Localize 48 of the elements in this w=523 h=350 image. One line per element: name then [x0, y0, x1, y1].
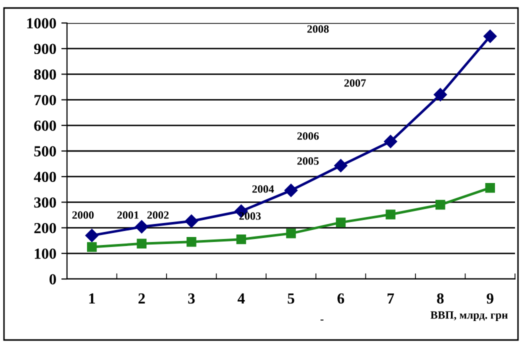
- y-tick-label: 500: [34, 146, 56, 156]
- x-axis-title: ВВП, млрд. грн: [430, 311, 508, 322]
- annotation: 2008: [307, 25, 329, 33]
- x-tick-label: 1: [89, 293, 95, 304]
- point: [87, 242, 97, 252]
- annotation: 2001: [117, 211, 139, 219]
- point: [334, 159, 348, 172]
- annotation: 2000: [72, 211, 94, 219]
- y-tick-label: 400: [34, 172, 56, 182]
- annotation: 2002: [147, 211, 169, 219]
- y-tick-label: 300: [34, 197, 56, 208]
- y-tick-label: 100: [34, 248, 56, 259]
- x-tick-label: 5: [288, 293, 294, 304]
- y-tick-label: 0: [50, 274, 56, 284]
- point: [184, 214, 198, 228]
- y-tick-label: 800: [34, 69, 56, 80]
- point: [485, 183, 495, 193]
- point: [435, 200, 446, 210]
- annotation: 2003: [239, 212, 261, 220]
- point: [85, 228, 98, 242]
- point: [186, 237, 196, 247]
- y-tick-label: 1000: [27, 18, 56, 28]
- point: [236, 234, 246, 244]
- point: [386, 210, 396, 220]
- x-tick-label: 2: [138, 293, 145, 304]
- y-tick-label: 600: [34, 120, 56, 131]
- point: [384, 134, 398, 148]
- point: [286, 228, 296, 238]
- x-tick-label: 3: [188, 293, 195, 304]
- point: [284, 184, 298, 198]
- point: [336, 218, 346, 228]
- y-tick-label: 200: [34, 222, 56, 234]
- x-tick-label: 6: [337, 293, 344, 304]
- annotation: 2006: [297, 132, 319, 140]
- text: -: [320, 320, 324, 321]
- point: [135, 220, 148, 234]
- point: [136, 238, 147, 249]
- x-tick-label: 9: [486, 293, 494, 304]
- annotation: 2005: [297, 157, 319, 165]
- y-tick-label: 700: [34, 94, 56, 106]
- annotation: 2004: [252, 185, 274, 193]
- x-tick-label: 4: [238, 293, 245, 304]
- point: [434, 88, 447, 102]
- point: [484, 30, 497, 43]
- annotation: 2007: [344, 79, 366, 87]
- x-tick-label: 8: [437, 293, 444, 304]
- y-tick-label: 900: [34, 44, 56, 54]
- x-tick-label: 7: [388, 293, 394, 304]
